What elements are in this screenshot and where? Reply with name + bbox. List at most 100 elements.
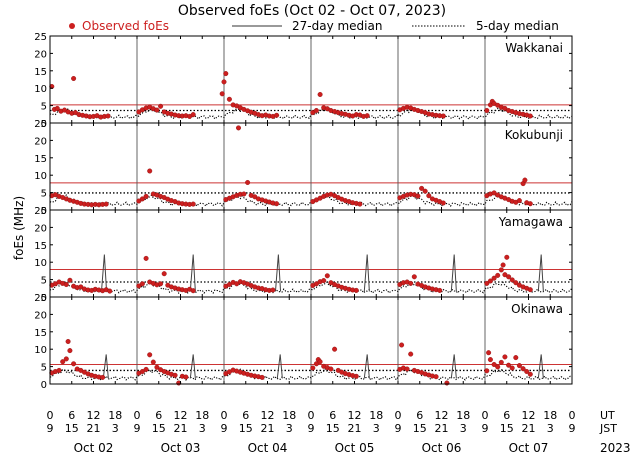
y-tick-label: 0 xyxy=(41,119,47,130)
observed-point xyxy=(520,366,526,372)
data-spike xyxy=(450,254,457,292)
x-tick-label-jst: 21 xyxy=(348,422,362,435)
day-label: Oct 06 xyxy=(422,441,462,455)
observed-point xyxy=(487,278,493,284)
observed-point xyxy=(495,272,501,278)
legend: Observed foEs 27-day median 5-day median xyxy=(69,19,559,33)
data-spike xyxy=(189,354,196,379)
observed-point xyxy=(60,359,66,365)
day-label: Oct 05 xyxy=(335,441,375,455)
x-tick-label-jst: 15 xyxy=(326,422,340,435)
x-tick-label-ut: 18 xyxy=(195,409,209,422)
y-tick-label: 5 xyxy=(41,363,47,374)
observed-point xyxy=(353,287,359,293)
observed-point xyxy=(143,255,149,261)
observed-point xyxy=(513,355,519,361)
y-tick-label: 15 xyxy=(34,67,47,78)
data-spike xyxy=(274,254,282,292)
x-tick-label-ut: 6 xyxy=(416,409,423,422)
x-tick-label-ut: 0 xyxy=(47,409,54,422)
observed-point xyxy=(190,112,196,118)
observed-point xyxy=(527,201,533,207)
x-tick-label-ut: 6 xyxy=(242,409,249,422)
panel-okinawa: 0 5 10 15 20 25 Okinawa xyxy=(34,293,573,391)
x-tick-label-ut: 12 xyxy=(435,409,449,422)
y-axis-label: foEs (MHz) xyxy=(12,196,26,260)
x-tick-label-jst: 9 xyxy=(395,422,402,435)
observed-point xyxy=(500,262,506,268)
observed-point xyxy=(235,125,241,131)
observed-point xyxy=(190,288,196,294)
x-tick-label-jst: 3 xyxy=(112,422,119,435)
observed-point xyxy=(67,277,73,283)
observed-point xyxy=(139,369,145,375)
x-tick-label-jst: 9 xyxy=(569,422,576,435)
station-name: Yamagawa xyxy=(498,215,563,229)
observed-point xyxy=(143,366,149,372)
observed-point xyxy=(524,369,530,375)
observed-point xyxy=(364,113,370,119)
observed-point xyxy=(527,287,533,293)
x-tick-label-jst: 9 xyxy=(482,422,489,435)
legend-observed-label: Observed foEs xyxy=(82,19,169,33)
observed-point xyxy=(67,348,73,354)
baseline-trace xyxy=(49,367,573,382)
y-tick-label: 10 xyxy=(34,171,47,182)
observed-point xyxy=(313,107,319,113)
ut-label: UT xyxy=(600,409,615,422)
x-tick-label-jst: 9 xyxy=(134,422,141,435)
y-tick-label: 20 xyxy=(34,136,47,147)
observed-point xyxy=(399,342,405,348)
data-spike xyxy=(102,354,109,379)
observed-point xyxy=(226,96,232,102)
observed-point xyxy=(317,359,323,365)
observed-point xyxy=(324,273,330,279)
x-tick-label-jst: 15 xyxy=(65,422,79,435)
x-tick-label-jst: 15 xyxy=(413,422,427,435)
observed-point xyxy=(241,191,247,197)
observed-point xyxy=(522,177,528,183)
x-tick-label-ut: 0 xyxy=(395,409,402,422)
observed-point xyxy=(158,103,164,109)
observed-point xyxy=(509,365,515,371)
observed-point xyxy=(139,196,145,202)
y-tick-label: 0 xyxy=(41,380,47,391)
observed-point xyxy=(484,280,490,286)
observed-point xyxy=(107,288,113,294)
y-tick-label: 10 xyxy=(34,345,47,356)
observed-point xyxy=(71,361,77,367)
chart-title: Observed foEs (Oct 02 - Oct 07, 2023) xyxy=(178,3,446,19)
y-tick-label: 5 xyxy=(41,102,47,113)
x-tick-label-jst: 15 xyxy=(239,422,253,435)
observed-point xyxy=(498,359,504,365)
observed-point xyxy=(444,380,450,386)
observed-point xyxy=(328,366,334,372)
y-tick-label: 0 xyxy=(41,293,47,304)
x-axis: 0961512211830961512211830961512211830961… xyxy=(47,409,576,455)
observed-point xyxy=(484,107,490,113)
observed-point xyxy=(54,105,60,111)
x-tick-label-jst: 21 xyxy=(261,422,275,435)
observed-point xyxy=(498,267,504,273)
observed-point xyxy=(65,339,71,345)
observed-point xyxy=(219,91,225,97)
observed-point xyxy=(56,367,62,373)
observed-point xyxy=(502,272,508,278)
observed-point xyxy=(404,366,410,372)
x-tick-label-ut: 12 xyxy=(261,409,275,422)
observed-point xyxy=(502,105,508,111)
observed-point xyxy=(495,364,501,370)
observed-point xyxy=(491,275,497,281)
station-name: Okinawa xyxy=(511,302,563,316)
x-tick-label-jst: 3 xyxy=(460,422,467,435)
observed-point xyxy=(221,79,227,85)
x-tick-label-ut: 6 xyxy=(503,409,510,422)
y-tick-label: 20 xyxy=(34,223,47,234)
observed-point xyxy=(422,188,428,194)
observed-point xyxy=(161,271,167,277)
observed-point xyxy=(516,363,522,369)
observed-point xyxy=(487,357,493,363)
observed-point xyxy=(154,364,160,370)
data-spike xyxy=(363,354,370,379)
